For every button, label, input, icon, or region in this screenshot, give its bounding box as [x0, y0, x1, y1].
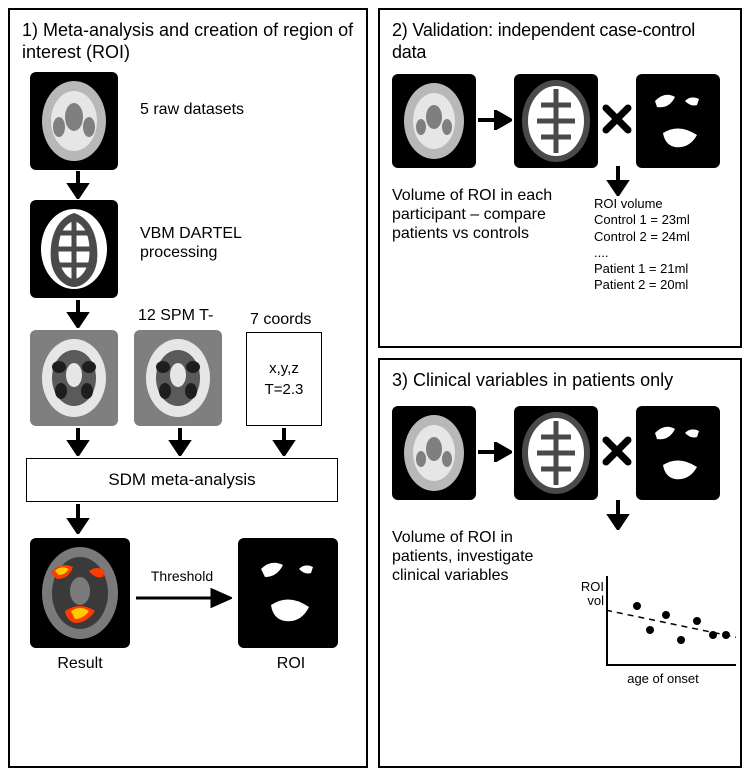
- raw-brain-icon: [392, 74, 476, 168]
- scatter-dot: [646, 626, 654, 634]
- arrow-down-icon: [606, 166, 630, 196]
- table-row: Control 2 = 24ml: [594, 229, 730, 245]
- scatter-dot: [693, 617, 701, 625]
- table-row: Control 1 = 23ml: [594, 212, 730, 228]
- arrow-icon: [66, 300, 90, 328]
- table-row: Patient 1 = 21ml: [594, 261, 730, 277]
- panel3-vol-label: Volume of ROI in patients, investigate c…: [392, 528, 562, 586]
- panel3-title: 3) Clinical variables in patients only: [392, 370, 728, 392]
- raw-brain-icon: [30, 72, 118, 170]
- vbm-brain-icon: [514, 406, 598, 500]
- roi-volume-label: ROI volume: [594, 196, 730, 212]
- roi-label: ROI: [256, 654, 326, 673]
- arrow-icon: [66, 504, 90, 534]
- table-row: Patient 2 = 20ml: [594, 277, 730, 293]
- roi-mask-icon: [238, 538, 338, 648]
- arrow-right-icon: [478, 110, 512, 130]
- coords-label: 7 coords: [250, 310, 311, 329]
- multiply-icon: [602, 436, 632, 469]
- roi-volume-block: ROI volume Control 1 = 23ml Control 2 = …: [594, 196, 730, 294]
- sdm-label: SDM meta-analysis: [108, 470, 255, 490]
- arrow-icon: [272, 428, 296, 456]
- panel-3: 3) Clinical variables in patients only: [378, 358, 742, 768]
- arrow-icon: [168, 428, 192, 456]
- roi-mask-icon: [636, 406, 720, 500]
- vbm-brain-icon: [514, 74, 598, 168]
- arrow-right-icon: [478, 442, 512, 462]
- scatter-dot: [633, 602, 641, 610]
- panel1-title: 1) Meta-analysis and creation of region …: [22, 20, 354, 63]
- arrow-right-icon: [136, 588, 232, 608]
- coord-box: x,y,z T=2.3: [246, 332, 322, 426]
- panel-1: 1) Meta-analysis and creation of region …: [8, 8, 368, 768]
- panel2-vol-label: Volume of ROI in each participant – comp…: [392, 186, 582, 244]
- scatter-dot: [722, 631, 730, 639]
- coord-xyz: x,y,z: [269, 360, 299, 377]
- scatter-dot: [662, 611, 670, 619]
- table-row: ....: [594, 245, 730, 261]
- scatter-xlabel: age of onset: [588, 671, 738, 686]
- raw-brain-icon: [392, 406, 476, 500]
- raw-label: 5 raw datasets: [140, 100, 244, 119]
- panel2-title: 2) Validation: independent case-control …: [392, 20, 728, 63]
- arrow-down-icon: [606, 500, 630, 530]
- coord-t: T=2.3: [265, 381, 304, 398]
- tmap-brain-icon: [134, 330, 222, 426]
- arrow-icon: [66, 171, 90, 199]
- scatter-plot: age of onset ROIvol: [588, 574, 738, 684]
- scatter-dot: [709, 631, 717, 639]
- result-brain-icon: [30, 538, 130, 648]
- arrow-icon: [66, 428, 90, 456]
- scatter-ylabel: ROIvol: [564, 580, 604, 609]
- tmap-brain-icon: [30, 330, 118, 426]
- panel-2: 2) Validation: independent case-control …: [378, 8, 742, 348]
- threshold-label: Threshold: [138, 568, 226, 584]
- trend-line: [588, 574, 738, 684]
- result-label: Result: [40, 654, 120, 673]
- sdm-box: SDM meta-analysis: [26, 458, 338, 502]
- multiply-icon: [602, 104, 632, 137]
- scatter-dot: [677, 636, 685, 644]
- roi-mask-icon: [636, 74, 720, 168]
- vbm-brain-icon: [30, 200, 118, 298]
- vbm-label: VBM DARTEL processing: [140, 224, 300, 262]
